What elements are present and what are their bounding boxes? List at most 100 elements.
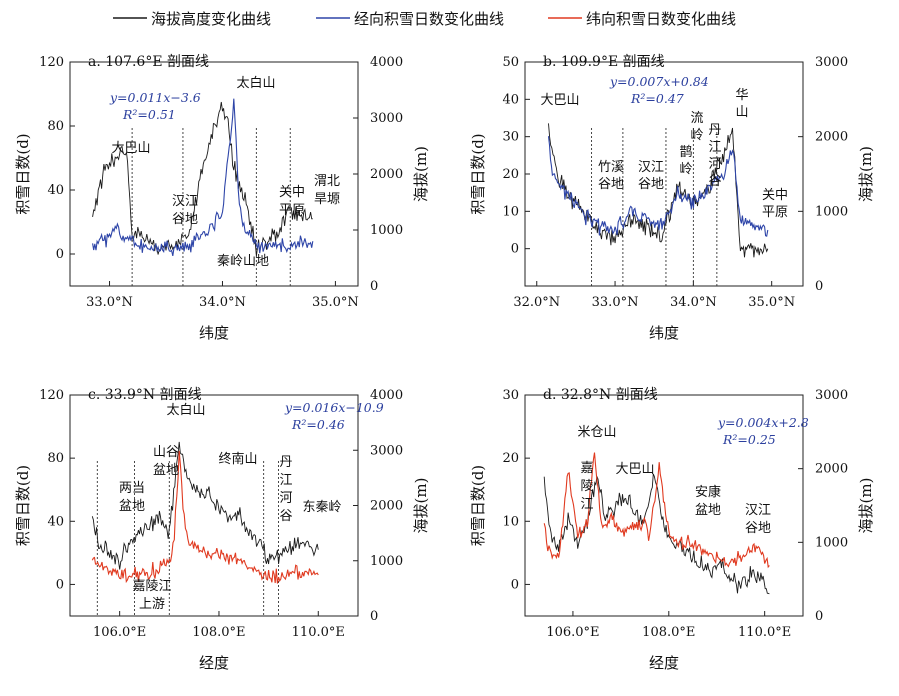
region-annotation: 米仓山 bbox=[577, 425, 616, 440]
y-axis-label: 积雪日数(d) bbox=[469, 465, 487, 546]
y-tick-label: 40 bbox=[502, 92, 519, 107]
elevation-series-line bbox=[92, 101, 313, 257]
region-annotation: 鹊 bbox=[679, 145, 692, 160]
legend-label-zonal-snow: 纬向积雪日数变化曲线 bbox=[586, 10, 736, 28]
region-annotation: 山谷 bbox=[153, 445, 179, 460]
region-annotation: 盆地 bbox=[153, 463, 179, 478]
y-tick-label: 80 bbox=[47, 119, 64, 134]
region-annotation: 上游 bbox=[139, 597, 165, 612]
x-tick-label: 33.0°N bbox=[86, 295, 133, 310]
y2-tick-label: 1000 bbox=[370, 554, 403, 569]
r-squared: R²=0.46 bbox=[291, 417, 345, 432]
region-annotation: 嘉陵江 bbox=[132, 579, 171, 594]
panel-title: a. 107.6°E 剖面线 bbox=[88, 54, 209, 70]
y-tick-label: 80 bbox=[47, 451, 64, 466]
snow-days-series-line bbox=[547, 136, 769, 237]
region-annotation: 太白山 bbox=[236, 75, 275, 91]
y-tick-label: 40 bbox=[47, 183, 64, 198]
y-axis-label: 积雪日数(d) bbox=[469, 133, 487, 214]
region-annotation: 河 bbox=[708, 157, 721, 172]
region-annotation: 终南山 bbox=[218, 451, 257, 467]
y2-tick-label: 2000 bbox=[370, 499, 403, 514]
regression-equation: y=0.004x+2.8 bbox=[717, 415, 809, 430]
y2-tick-label: 1000 bbox=[815, 204, 848, 219]
y-axis-label: 积雪日数(d) bbox=[14, 465, 32, 546]
y-axis-label: 积雪日数(d) bbox=[14, 133, 32, 214]
r-squared: R²=0.47 bbox=[630, 91, 684, 106]
y-tick-label: 120 bbox=[39, 55, 64, 70]
region-annotation: 汉江 bbox=[745, 503, 771, 518]
y2-tick-label: 3000 bbox=[815, 55, 848, 70]
y-tick-label: 120 bbox=[39, 388, 64, 403]
region-annotation: 汉江 bbox=[172, 194, 198, 209]
region-annotation: 竹溪 bbox=[598, 160, 624, 175]
region-annotation: 东秦岭 bbox=[302, 500, 341, 515]
regression-equation: y=0.007x+0.84 bbox=[609, 74, 709, 89]
y-tick-label: 10 bbox=[502, 204, 519, 219]
y2-tick-label: 1000 bbox=[815, 535, 848, 550]
y-tick-label: 30 bbox=[502, 388, 519, 403]
region-annotation: 两当 bbox=[119, 481, 145, 496]
region-annotation: 安康 bbox=[695, 484, 721, 500]
region-annotation: 江 bbox=[708, 140, 721, 155]
y2-tick-label: 3000 bbox=[370, 111, 403, 126]
y2-tick-label: 2000 bbox=[815, 462, 848, 477]
y2-tick-label: 0 bbox=[815, 279, 823, 294]
x-tick-label: 110.0°E bbox=[292, 625, 345, 640]
region-annotation: 谷 bbox=[708, 174, 721, 189]
y2-tick-label: 4000 bbox=[370, 388, 403, 403]
regression-equation: y=0.016x−10.9 bbox=[284, 400, 384, 415]
legend: 海拔高度变化曲线 经向积雪日数变化曲线 纬向积雪日数变化曲线 bbox=[113, 10, 736, 28]
region-annotation: 汉江 bbox=[638, 160, 664, 175]
region-annotation: 旱塬 bbox=[314, 192, 340, 207]
x-tick-label: 34.0°N bbox=[670, 295, 717, 310]
region-annotation: 谷地 bbox=[745, 521, 771, 536]
y2-axis-label: 海拔(m) bbox=[857, 478, 875, 534]
y2-axis-label: 海拔(m) bbox=[412, 478, 430, 534]
panel-title: c. 33.9°N 剖面线 bbox=[88, 387, 202, 403]
panel-d: 106.0°E 108.0°E 110.0°E 0 10 20 30 0 1000 2000 300… bbox=[469, 387, 875, 672]
panel-c: 106.0°E 108.0°E 110.0°E 0 40 80 120 0 1000 2000 30… bbox=[14, 387, 430, 672]
region-annotation: 江 bbox=[279, 473, 292, 488]
snow-days-series-line bbox=[92, 98, 314, 257]
region-annotation: 岭 bbox=[679, 162, 692, 177]
y-tick-label: 20 bbox=[502, 451, 519, 466]
y-tick-label: 30 bbox=[502, 130, 519, 145]
region-annotation: 平原 bbox=[762, 205, 788, 220]
elevation-series-line bbox=[91, 441, 319, 570]
region-annotation: 谷地 bbox=[598, 177, 624, 192]
y-tick-label: 20 bbox=[502, 167, 519, 182]
x-axis-label: 经度 bbox=[199, 654, 229, 672]
legend-label-elevation: 海拔高度变化曲线 bbox=[151, 10, 271, 28]
y2-tick-label: 2000 bbox=[370, 167, 403, 182]
region-annotation: 流 bbox=[690, 111, 703, 126]
x-tick-label: 106.0°E bbox=[546, 625, 599, 640]
x-tick-label: 35.0°N bbox=[312, 295, 359, 310]
y2-tick-label: 3000 bbox=[370, 443, 403, 458]
y2-tick-label: 4000 bbox=[370, 55, 403, 70]
r-squared: R²=0.51 bbox=[122, 107, 176, 122]
region-annotation: 谷地 bbox=[638, 177, 664, 192]
y-tick-label: 10 bbox=[502, 514, 519, 529]
y-tick-label: 40 bbox=[47, 514, 64, 529]
region-annotation: 大巴山 bbox=[540, 93, 579, 108]
region-annotation: 大巴山 bbox=[615, 462, 654, 477]
region-annotation: 谷 bbox=[279, 509, 292, 524]
x-axis-label: 经度 bbox=[649, 654, 679, 672]
x-tick-label: 32.0°N bbox=[513, 295, 560, 310]
y2-axis-label: 海拔(m) bbox=[412, 146, 430, 202]
x-tick-label: 33.0°N bbox=[592, 295, 639, 310]
region-annotation: 岭 bbox=[690, 128, 703, 143]
panel-b: 32.0°N 33.0°N 34.0°N 35.0°N 0 10 20 30 40 50 0 1000… bbox=[469, 54, 875, 342]
region-annotation: 丹 bbox=[708, 123, 721, 138]
region-annotation: 关中 bbox=[279, 185, 305, 200]
y2-tick-label: 0 bbox=[370, 279, 378, 294]
region-annotation: 盆地 bbox=[695, 503, 721, 518]
y2-tick-label: 0 bbox=[370, 609, 378, 624]
region-annotation: 山 bbox=[735, 105, 748, 120]
r-squared: R²=0.25 bbox=[722, 432, 776, 447]
y2-tick-label: 3000 bbox=[815, 388, 848, 403]
x-tick-label: 108.0°E bbox=[642, 625, 695, 640]
